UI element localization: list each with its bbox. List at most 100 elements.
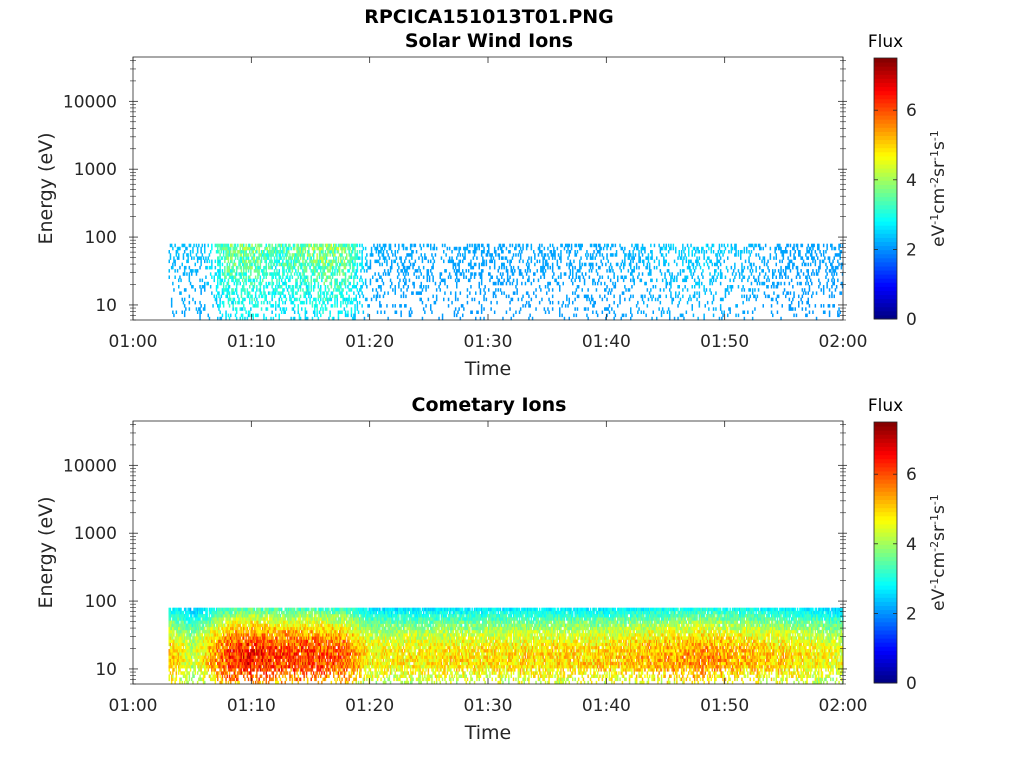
heatmap-cell (202, 626, 205, 631)
heatmap-cell (624, 285, 626, 289)
heatmap-cell (226, 655, 228, 659)
heatmap-cell (175, 636, 178, 640)
heatmap-cell (398, 285, 400, 289)
heatmap-cell (447, 259, 450, 264)
heatmap-cell (316, 256, 318, 260)
heatmap-cell (331, 304, 334, 308)
heatmap-cell (235, 272, 238, 276)
heatmap-cell (234, 307, 237, 311)
heatmap-cell (592, 297, 594, 302)
heatmap-cell (406, 246, 408, 251)
heatmap-cell (183, 658, 186, 663)
heatmap-cell (238, 278, 240, 283)
heatmap-cell (286, 265, 289, 270)
heatmap-cell (379, 294, 381, 299)
heatmap-cell (225, 310, 227, 314)
heatmap-cell (224, 275, 226, 279)
heatmap-cell (263, 285, 265, 289)
colorbar-swatch (874, 278, 897, 283)
heatmap-cell (501, 256, 503, 260)
heatmap-cell (206, 658, 208, 663)
heatmap-cell (169, 614, 172, 618)
heatmap-cell (721, 316, 723, 321)
heatmap-cell (185, 639, 187, 643)
heatmap-cell (297, 250, 299, 254)
heatmap-cell (218, 626, 220, 631)
heatmap-cell (226, 262, 228, 267)
heatmap-cell (220, 278, 223, 283)
heatmap-cell (227, 269, 230, 273)
heatmap-cell (620, 269, 622, 273)
heatmap-cell (301, 262, 303, 267)
heatmap-cell (656, 265, 658, 270)
heatmap-cell (217, 674, 219, 678)
heatmap-cell (624, 275, 626, 279)
heatmap-cell (192, 661, 194, 666)
heatmap-cell (290, 300, 292, 305)
heatmap-cell (806, 250, 808, 254)
heatmap-cell (202, 645, 205, 650)
heatmap-cell (659, 300, 662, 305)
heatmap-cell (382, 256, 385, 260)
heatmap-cell (560, 253, 562, 257)
heatmap-cell (344, 246, 347, 251)
heatmap-cell (278, 243, 280, 248)
heatmap-cell (671, 300, 673, 305)
heatmap-cell (226, 649, 228, 653)
heatmap-cell (387, 253, 389, 257)
heatmap-cell (703, 253, 705, 257)
heatmap-cell (835, 253, 838, 257)
heatmap-cell (225, 246, 227, 251)
heatmap-cell (456, 269, 458, 273)
heatmap-cell (182, 636, 185, 640)
heatmap-cell (222, 272, 225, 276)
heatmap-cell (340, 243, 342, 248)
heatmap-cell (265, 259, 267, 264)
heatmap-cell (770, 310, 773, 314)
heatmap-cell (234, 642, 237, 647)
heatmap-cell (612, 243, 614, 248)
heatmap-cell (335, 265, 337, 270)
heatmap-cell (278, 256, 280, 260)
heatmap-cell (369, 253, 372, 257)
heatmap-cell (367, 313, 369, 318)
heatmap-cell (226, 614, 228, 618)
heatmap-cell (380, 288, 382, 292)
heatmap-cell (405, 269, 407, 273)
heatmap-cell (178, 626, 180, 631)
heatmap-cell (340, 310, 342, 314)
heatmap-cell (695, 281, 697, 286)
heatmap-cell (231, 243, 233, 248)
heatmap-cell (198, 645, 200, 650)
heatmap-cell (705, 288, 708, 292)
heatmap-cell (425, 285, 427, 289)
heatmap-cell (746, 246, 748, 251)
colorbar-swatch (874, 94, 897, 100)
heatmap-cell (630, 316, 632, 321)
heatmap-cell (232, 626, 234, 631)
heatmap-cell (192, 285, 194, 289)
heatmap-cell (347, 285, 349, 289)
heatmap-cell (837, 259, 839, 264)
heatmap-cell (217, 250, 219, 254)
heatmap-cell (215, 633, 218, 637)
heatmap-cell (360, 262, 362, 267)
heatmap-cell (795, 243, 798, 248)
heatmap-cell (305, 275, 308, 279)
heatmap-cell (234, 614, 237, 618)
heatmap-cell (266, 256, 269, 260)
heatmap-cell (415, 250, 418, 254)
heatmap-cell (189, 664, 192, 669)
heatmap-cell (213, 655, 215, 659)
heatmap-cell (257, 269, 259, 273)
heatmap-cell (199, 664, 201, 669)
heatmap-cell (590, 256, 593, 260)
heatmap-cell (654, 297, 657, 302)
heatmap-cell (196, 661, 199, 666)
heatmap-cell (275, 250, 277, 254)
heatmap-cell (208, 645, 211, 650)
heatmap-cell (589, 243, 592, 248)
heatmap-cell (170, 304, 173, 308)
heatmap-cell (522, 243, 524, 248)
heatmap-cell (372, 253, 374, 257)
